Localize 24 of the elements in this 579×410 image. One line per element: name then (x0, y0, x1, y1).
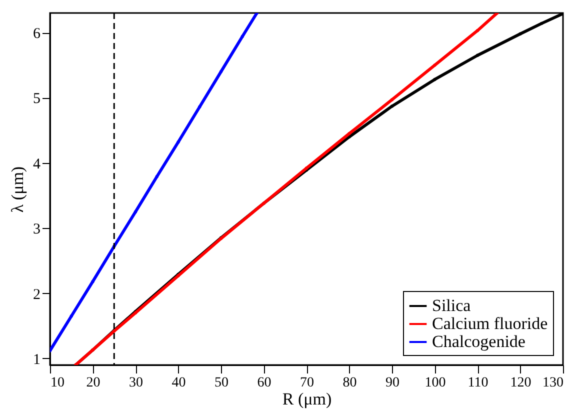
x-tick-label: 130 (542, 376, 564, 390)
x-axis-title: R (μm) (282, 390, 332, 408)
y-tick-label: 6 (33, 26, 41, 42)
x-tick-label: 10 (50, 376, 64, 390)
x-tick-label: 30 (129, 376, 143, 390)
y-tick-label: 2 (33, 286, 40, 303)
x-tick-label: 60 (257, 376, 272, 390)
y-tick-label: 3 (33, 222, 40, 238)
x-tick-label: 20 (86, 376, 100, 390)
y-tick-label: 5 (33, 91, 40, 108)
x-tick-label: 40 (172, 376, 186, 390)
x-tick-label: 100 (424, 376, 446, 390)
y-tick-label: 4 (33, 156, 41, 172)
x-tick-label: 120 (510, 376, 532, 390)
y-axis-title: λ (μm) (8, 166, 27, 213)
legend-label: Calcium fluoride (432, 314, 548, 333)
x-tick-label: 90 (386, 376, 400, 390)
legend-label: Chalcogenide (432, 332, 526, 351)
x-tick-label: 110 (468, 376, 488, 390)
y-tick-label: 1 (33, 352, 40, 368)
x-tick-label: 50 (214, 376, 228, 390)
legend-label: Silica (432, 296, 472, 315)
x-tick-label: 80 (342, 376, 357, 390)
x-tick-label: 70 (300, 376, 314, 390)
